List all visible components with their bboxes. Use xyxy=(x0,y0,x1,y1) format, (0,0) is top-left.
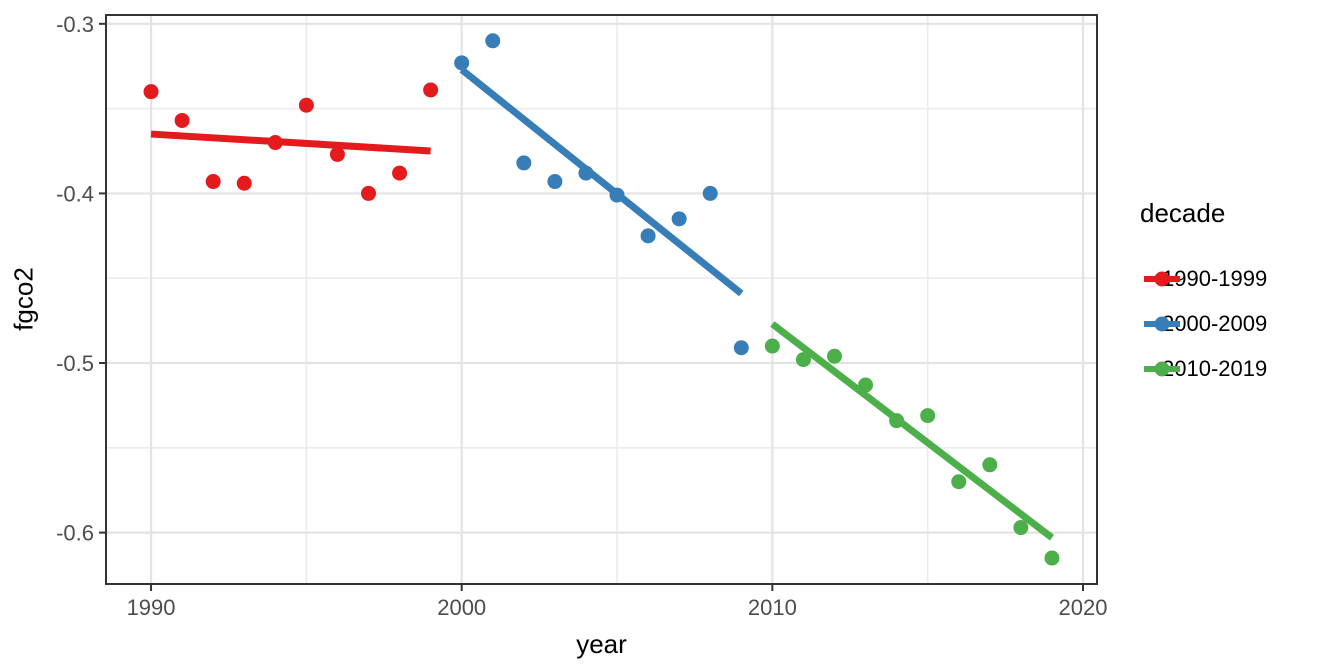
legend-key-line-dot-icon xyxy=(1144,271,1180,287)
data-point-1990-1999-1992 xyxy=(205,174,221,190)
data-point-1990-1999-1997 xyxy=(361,185,377,201)
legend-entry-1990-1999: 1990-1999 xyxy=(1142,264,1267,294)
data-point-2000-2009-2000 xyxy=(454,55,470,71)
data-point-2000-2009-2001 xyxy=(485,33,501,49)
data-point-2000-2009-2004 xyxy=(578,165,594,181)
legend-title: decade xyxy=(1140,198,1226,228)
data-point-1990-1999-1991 xyxy=(174,112,190,128)
data-point-2000-2009-2005 xyxy=(609,187,625,203)
x-tick-label-2010: 2010 xyxy=(748,595,797,620)
trend-line-2010-2019 xyxy=(770,321,1055,541)
trend-line-1990-1999 xyxy=(150,130,431,155)
data-point-1990-1999-1994 xyxy=(267,135,283,151)
data-point-2010-2019-2013 xyxy=(858,377,874,393)
data-point-1990-1999-1999 xyxy=(423,82,439,98)
data-point-2010-2019-2014 xyxy=(889,413,905,429)
data-point-1990-1999-1998 xyxy=(392,165,408,181)
data-point-2010-2019-2019 xyxy=(1044,550,1060,566)
data-point-2010-2019-2016 xyxy=(951,474,967,490)
legend-entry-2010-2019: 2010-2019 xyxy=(1142,354,1267,384)
data-point-1990-1999-1995 xyxy=(298,97,314,113)
y-tick-label--0.3: -0.3 xyxy=(56,12,94,37)
legend: decade 1990-1999 2000-2009 2010-2019 xyxy=(1138,198,1338,381)
x-tick-label-2020: 2020 xyxy=(1059,595,1108,620)
x-tick-label-2000: 2000 xyxy=(437,595,486,620)
data-point-2000-2009-2006 xyxy=(640,228,656,244)
data-point-2010-2019-2018 xyxy=(1013,520,1029,536)
panel-border xyxy=(105,14,1098,585)
y-tick-label--0.5: -0.5 xyxy=(56,351,94,376)
legend-key-line-dot-icon xyxy=(1144,316,1180,332)
data-point-2010-2019-2017 xyxy=(982,457,998,473)
x-tick-label-1990: 1990 xyxy=(127,595,176,620)
y-tick-label--0.6: -0.6 xyxy=(56,521,94,546)
x-axis-title: year xyxy=(576,629,627,659)
data-point-2010-2019-2015 xyxy=(920,408,936,424)
data-point-1990-1999-1996 xyxy=(329,146,345,162)
y-tick-label--0.4: -0.4 xyxy=(56,181,94,206)
data-point-2000-2009-2002 xyxy=(516,155,532,171)
data-point-2000-2009-2008 xyxy=(702,185,718,201)
data-point-2010-2019-2012 xyxy=(826,348,842,364)
trend-line-2000-2009 xyxy=(459,66,744,297)
y-axis-title: fgco2 xyxy=(8,267,39,331)
data-point-2000-2009-2003 xyxy=(547,174,563,190)
legend-entry-2000-2009: 2000-2009 xyxy=(1142,309,1267,339)
data-point-2000-2009-2009 xyxy=(733,340,749,356)
data-point-1990-1999-1993 xyxy=(236,175,252,191)
data-point-2000-2009-2007 xyxy=(671,211,687,227)
data-point-1990-1999-1990 xyxy=(143,84,159,100)
data-point-2010-2019-2011 xyxy=(795,352,811,368)
data-point-2010-2019-2010 xyxy=(764,338,780,354)
legend-key-line-dot-icon xyxy=(1144,361,1180,377)
